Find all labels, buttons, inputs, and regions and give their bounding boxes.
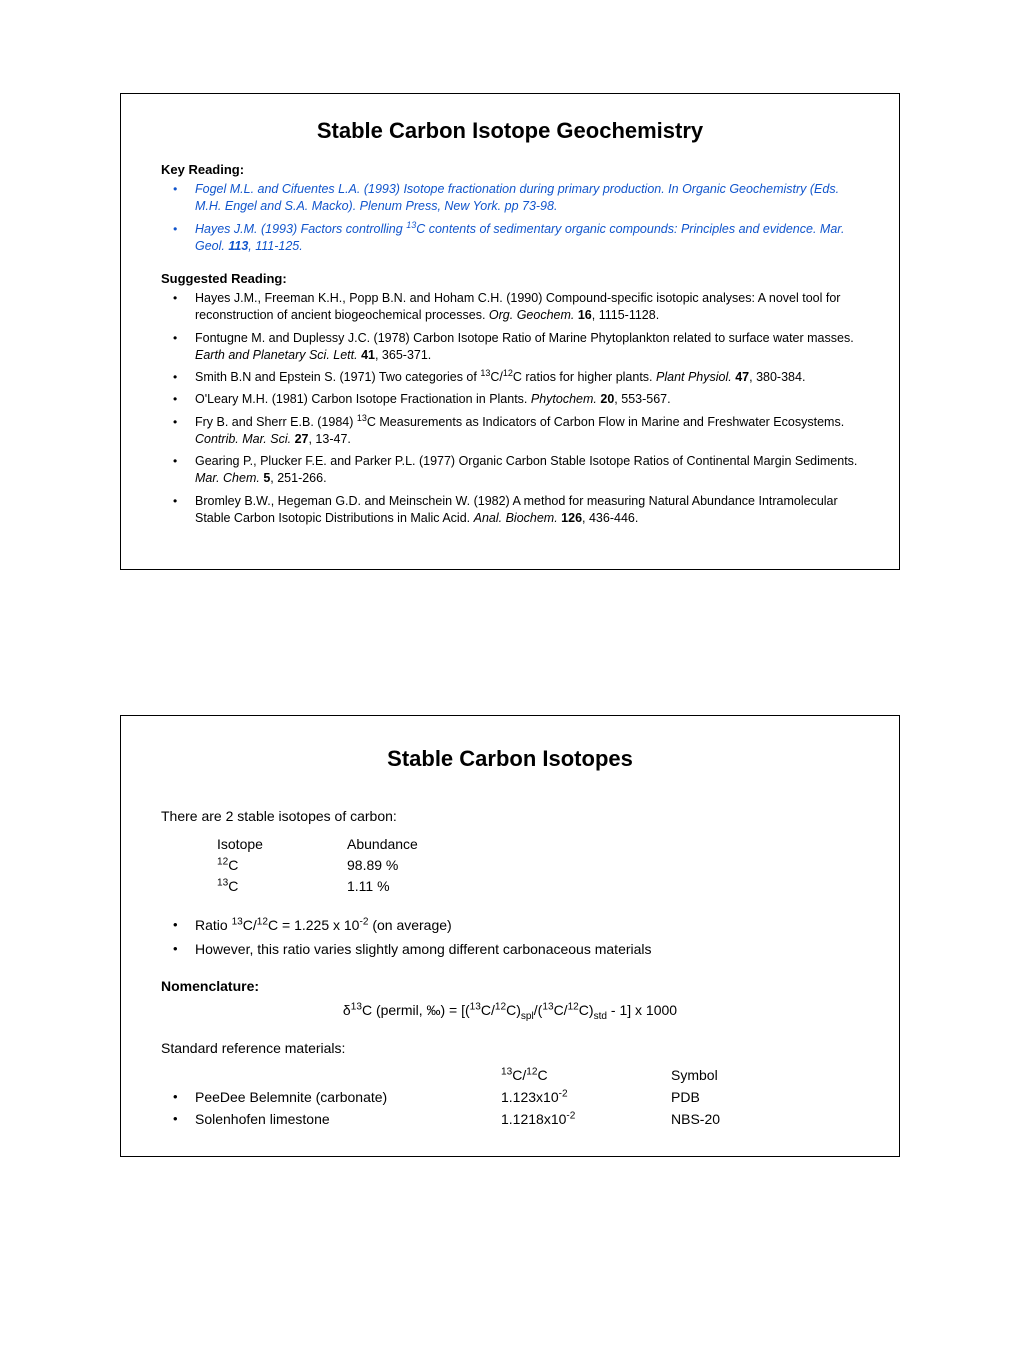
suggested-reading-item: Smith B.N and Epstein S. (1971) Two cate… <box>171 369 859 386</box>
isotope-header-col2: Abundance <box>347 834 497 855</box>
key-reading-item: Fogel M.L. and Cifuentes L.A. (1993) Iso… <box>171 181 859 216</box>
bullet-item: Ratio 13C/12C = 1.225 x 10-2 (on average… <box>171 915 859 936</box>
isotope-row: 12C 98.89 % <box>217 855 859 876</box>
key-reading-label: Key Reading: <box>161 162 859 177</box>
isotope-cell: 1.11 % <box>347 876 497 897</box>
ref-ratio: 1.1218x10-2 <box>501 1109 671 1131</box>
ref-header-symbol: Symbol <box>671 1065 791 1087</box>
ref-material: Solenhofen limestone <box>195 1109 501 1131</box>
slide1-title: Stable Carbon Isotope Geochemistry <box>161 118 859 144</box>
isotope-cell: 13C <box>217 876 347 897</box>
ref-symbol: PDB <box>671 1087 791 1109</box>
slide2-title: Stable Carbon Isotopes <box>161 746 859 772</box>
suggested-reading-item: Hayes J.M., Freeman K.H., Popp B.N. and … <box>171 290 859 325</box>
suggested-reading-label: Suggested Reading: <box>161 271 859 286</box>
bullet-item: However, this ratio varies slightly amon… <box>171 939 859 960</box>
isotope-row: 13C 1.11 % <box>217 876 859 897</box>
ratio-bullets: Ratio 13C/12C = 1.225 x 10-2 (on average… <box>161 915 859 960</box>
ref-material: PeeDee Belemnite (carbonate) <box>195 1087 501 1109</box>
ref-ratio: 1.123x10-2 <box>501 1087 671 1109</box>
reference-header: 13C/12C Symbol <box>161 1065 859 1087</box>
ref-symbol: NBS-20 <box>671 1109 791 1131</box>
isotope-header-row: Isotope Abundance <box>217 834 859 855</box>
slide-isotopes: Stable Carbon Isotopes There are 2 stabl… <box>120 715 900 1157</box>
reference-row: PeeDee Belemnite (carbonate) 1.123x10-2 … <box>161 1087 859 1109</box>
key-reading-list: Fogel M.L. and Cifuentes L.A. (1993) Iso… <box>161 181 859 255</box>
suggested-reading-list: Hayes J.M., Freeman K.H., Popp B.N. and … <box>161 290 859 527</box>
nomenclature-label: Nomenclature: <box>161 978 859 994</box>
ref-intro: Standard reference materials: <box>161 1038 859 1060</box>
isotope-table: Isotope Abundance 12C 98.89 % 13C 1.11 % <box>217 834 859 897</box>
delta-formula: δ13C (permil, ‰) = [(13C/12C)spl/(13C/12… <box>161 1002 859 1018</box>
ref-header-ratio: 13C/12C <box>501 1065 671 1087</box>
isotope-cell: 98.89 % <box>347 855 497 876</box>
suggested-reading-item: O'Leary M.H. (1981) Carbon Isotope Fract… <box>171 391 859 408</box>
suggested-reading-item: Fontugne M. and Duplessy J.C. (1978) Car… <box>171 330 859 365</box>
suggested-reading-item: Fry B. and Sherr E.B. (1984) 13C Measure… <box>171 414 859 449</box>
slide-key-reading: Stable Carbon Isotope Geochemistry Key R… <box>120 93 900 570</box>
suggested-reading-item: Gearing P., Plucker F.E. and Parker P.L.… <box>171 453 859 488</box>
ref-header-spacer <box>171 1065 501 1087</box>
reference-row: Solenhofen limestone 1.1218x10-2 NBS-20 <box>161 1109 859 1131</box>
suggested-reading-item: Bromley B.W., Hegeman G.D. and Meinschei… <box>171 493 859 528</box>
isotope-cell: 12C <box>217 855 347 876</box>
isotope-header-col1: Isotope <box>217 834 347 855</box>
reference-table: 13C/12C Symbol PeeDee Belemnite (carbona… <box>161 1065 859 1130</box>
intro-text: There are 2 stable isotopes of carbon: <box>161 806 859 828</box>
key-reading-item: Hayes J.M. (1993) Factors controlling 13… <box>171 221 859 256</box>
